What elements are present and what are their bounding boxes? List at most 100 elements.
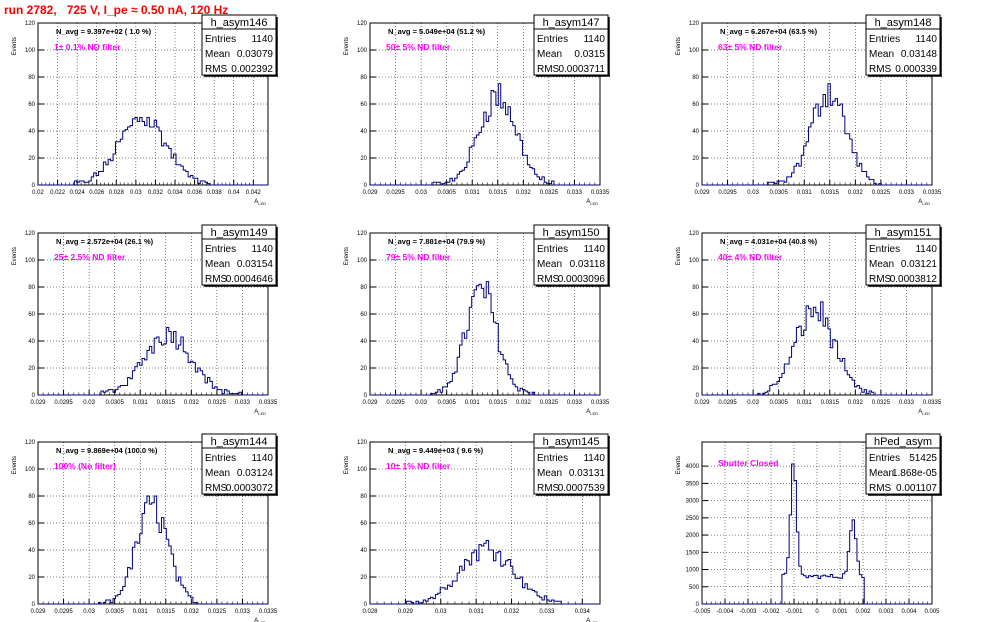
stats-value: 0.03148 — [901, 49, 938, 60]
x-tick-label: 0.031 — [797, 190, 813, 196]
x-tick-label: 0.032 — [148, 190, 164, 196]
x-tick-label: 0.0305 — [105, 400, 124, 406]
x-tick-label: 0.001 — [832, 609, 848, 615]
x-axis-title: ALED — [918, 409, 930, 416]
x-tick-label: 0.032 — [848, 400, 864, 406]
x-tick-label: 0.0335 — [923, 400, 942, 406]
y-tick-label: 80 — [28, 75, 35, 81]
y-axis-title: Events — [344, 247, 350, 265]
x-tick-label: 0.029 — [362, 400, 378, 406]
x-tick-label: 0.0295 — [718, 190, 737, 196]
stats-value: 0.0003711 — [558, 64, 605, 75]
y-tick-label: 60 — [692, 312, 699, 318]
y-tick-label: 40 — [692, 339, 699, 345]
x-tick-label: 0.033 — [235, 609, 251, 615]
y-tick-label: 20 — [28, 366, 35, 372]
y-tick-label: 80 — [360, 494, 367, 500]
stats-label: RMS — [205, 64, 228, 75]
histogram-line — [370, 83, 600, 186]
x-tick-label: -0.004 — [716, 609, 734, 615]
x-tick-label: 0.033 — [567, 190, 583, 196]
y-axis-title: Events — [12, 456, 18, 474]
filter-label: 40± 4% ND filter — [718, 252, 783, 262]
filter-label: 25± 2.5% ND filter — [54, 252, 126, 262]
stats-value: 0.03154 — [237, 259, 274, 270]
stats-value: 1140 — [583, 244, 605, 255]
y-axis-title: Events — [676, 247, 682, 265]
x-tick-label: 0.0325 — [540, 190, 559, 196]
y-tick-label: 40 — [360, 339, 367, 345]
x-tick-label: 0.036 — [187, 190, 203, 196]
x-tick-label: 0.032 — [516, 190, 532, 196]
stats-label: Entries — [869, 453, 900, 464]
x-tick-label: 0.024 — [70, 190, 86, 196]
y-tick-label: 0 — [32, 183, 36, 189]
stats-box — [533, 224, 609, 286]
stats-title: h_asym148 — [875, 17, 932, 29]
x-tick-label: 0.033 — [567, 400, 583, 406]
filter-label: 100% (No filter) — [54, 461, 116, 471]
y-tick-label: 120 — [25, 231, 36, 237]
x-tick-label: 0.032 — [184, 609, 200, 615]
x-tick-label: 0.029 — [30, 400, 46, 406]
stats-box — [533, 433, 609, 495]
navg-label: N_avg = 9.869e+04 (100.0 %) — [56, 446, 158, 455]
y-tick-label: 20 — [692, 156, 699, 162]
navg-label: N_avg = 7.881e+04 (79.9 %) — [388, 237, 486, 246]
x-tick-label: 0.0315 — [821, 190, 840, 196]
stats-value: 0.03118 — [570, 259, 606, 270]
x-tick-label: 0.034 — [168, 190, 184, 196]
x-tick-label: 0.028 — [109, 190, 125, 196]
x-tick-label: 0.0325 — [540, 400, 559, 406]
page-title: run 2782, 725 V, I_pe ≈ 0.50 nA, 120 Hz — [4, 3, 229, 17]
y-tick-label: 0 — [364, 602, 368, 608]
x-tick-label: 0.0325 — [208, 609, 227, 615]
y-tick-label: 60 — [360, 521, 367, 527]
y-tick-label: 1500 — [686, 550, 700, 556]
y-axis-title: Events — [12, 247, 18, 265]
y-tick-label: 20 — [360, 575, 367, 581]
histogram-line — [38, 327, 268, 396]
x-tick-label: 0.03 — [747, 190, 759, 196]
navg-label: N_avg = 9.449e+03 ( 9.6 %) — [388, 446, 484, 455]
stats-title: h_asym146 — [211, 17, 268, 29]
x-tick-label: 0.033 — [539, 609, 555, 615]
x-axis-title: ALED — [586, 409, 598, 416]
stats-label: RMS — [869, 483, 892, 494]
stats-value: 0.000339 — [895, 64, 937, 75]
stats-box — [201, 14, 277, 76]
y-tick-label: 80 — [692, 75, 699, 81]
x-tick-label: 0.033 — [899, 190, 915, 196]
y-tick-label: 100 — [25, 467, 36, 473]
x-tick-label: 0.0305 — [769, 190, 788, 196]
y-tick-label: 100 — [357, 48, 368, 54]
x-tick-label: 0.0295 — [54, 609, 73, 615]
stats-value: 1140 — [251, 34, 273, 45]
y-tick-label: 20 — [28, 156, 35, 162]
x-tick-label: -0.002 — [762, 609, 780, 615]
filter-label: 1± 0.1% ND filter — [54, 42, 121, 52]
y-tick-label: 20 — [360, 366, 367, 372]
histogram-line — [370, 281, 600, 396]
stats-label: RMS — [869, 64, 892, 75]
x-tick-label: 0.028 — [362, 609, 378, 615]
stats-label: Entries — [869, 34, 900, 45]
stats-value: 0.0003072 — [226, 483, 274, 494]
y-tick-label: 40 — [360, 129, 367, 135]
x-tick-label: 0.0335 — [259, 609, 278, 615]
y-tick-label: 20 — [360, 156, 367, 162]
y-tick-label: 120 — [357, 21, 368, 27]
stats-value: 0.0003096 — [558, 274, 606, 285]
stats-label: Entries — [537, 34, 568, 45]
stats-label: Mean — [869, 468, 894, 479]
y-tick-label: 120 — [25, 440, 36, 446]
x-tick-label: 0.0305 — [437, 400, 456, 406]
stats-value: 0.03079 — [237, 49, 274, 60]
stats-label: Entries — [537, 453, 568, 464]
stats-value: 0.0003812 — [890, 274, 938, 285]
stats-label: Mean — [537, 49, 562, 60]
x-tick-label: 0.029 — [362, 190, 378, 196]
stats-label: RMS — [869, 274, 892, 285]
filter-label: 79± 5% ND filter — [386, 252, 451, 262]
